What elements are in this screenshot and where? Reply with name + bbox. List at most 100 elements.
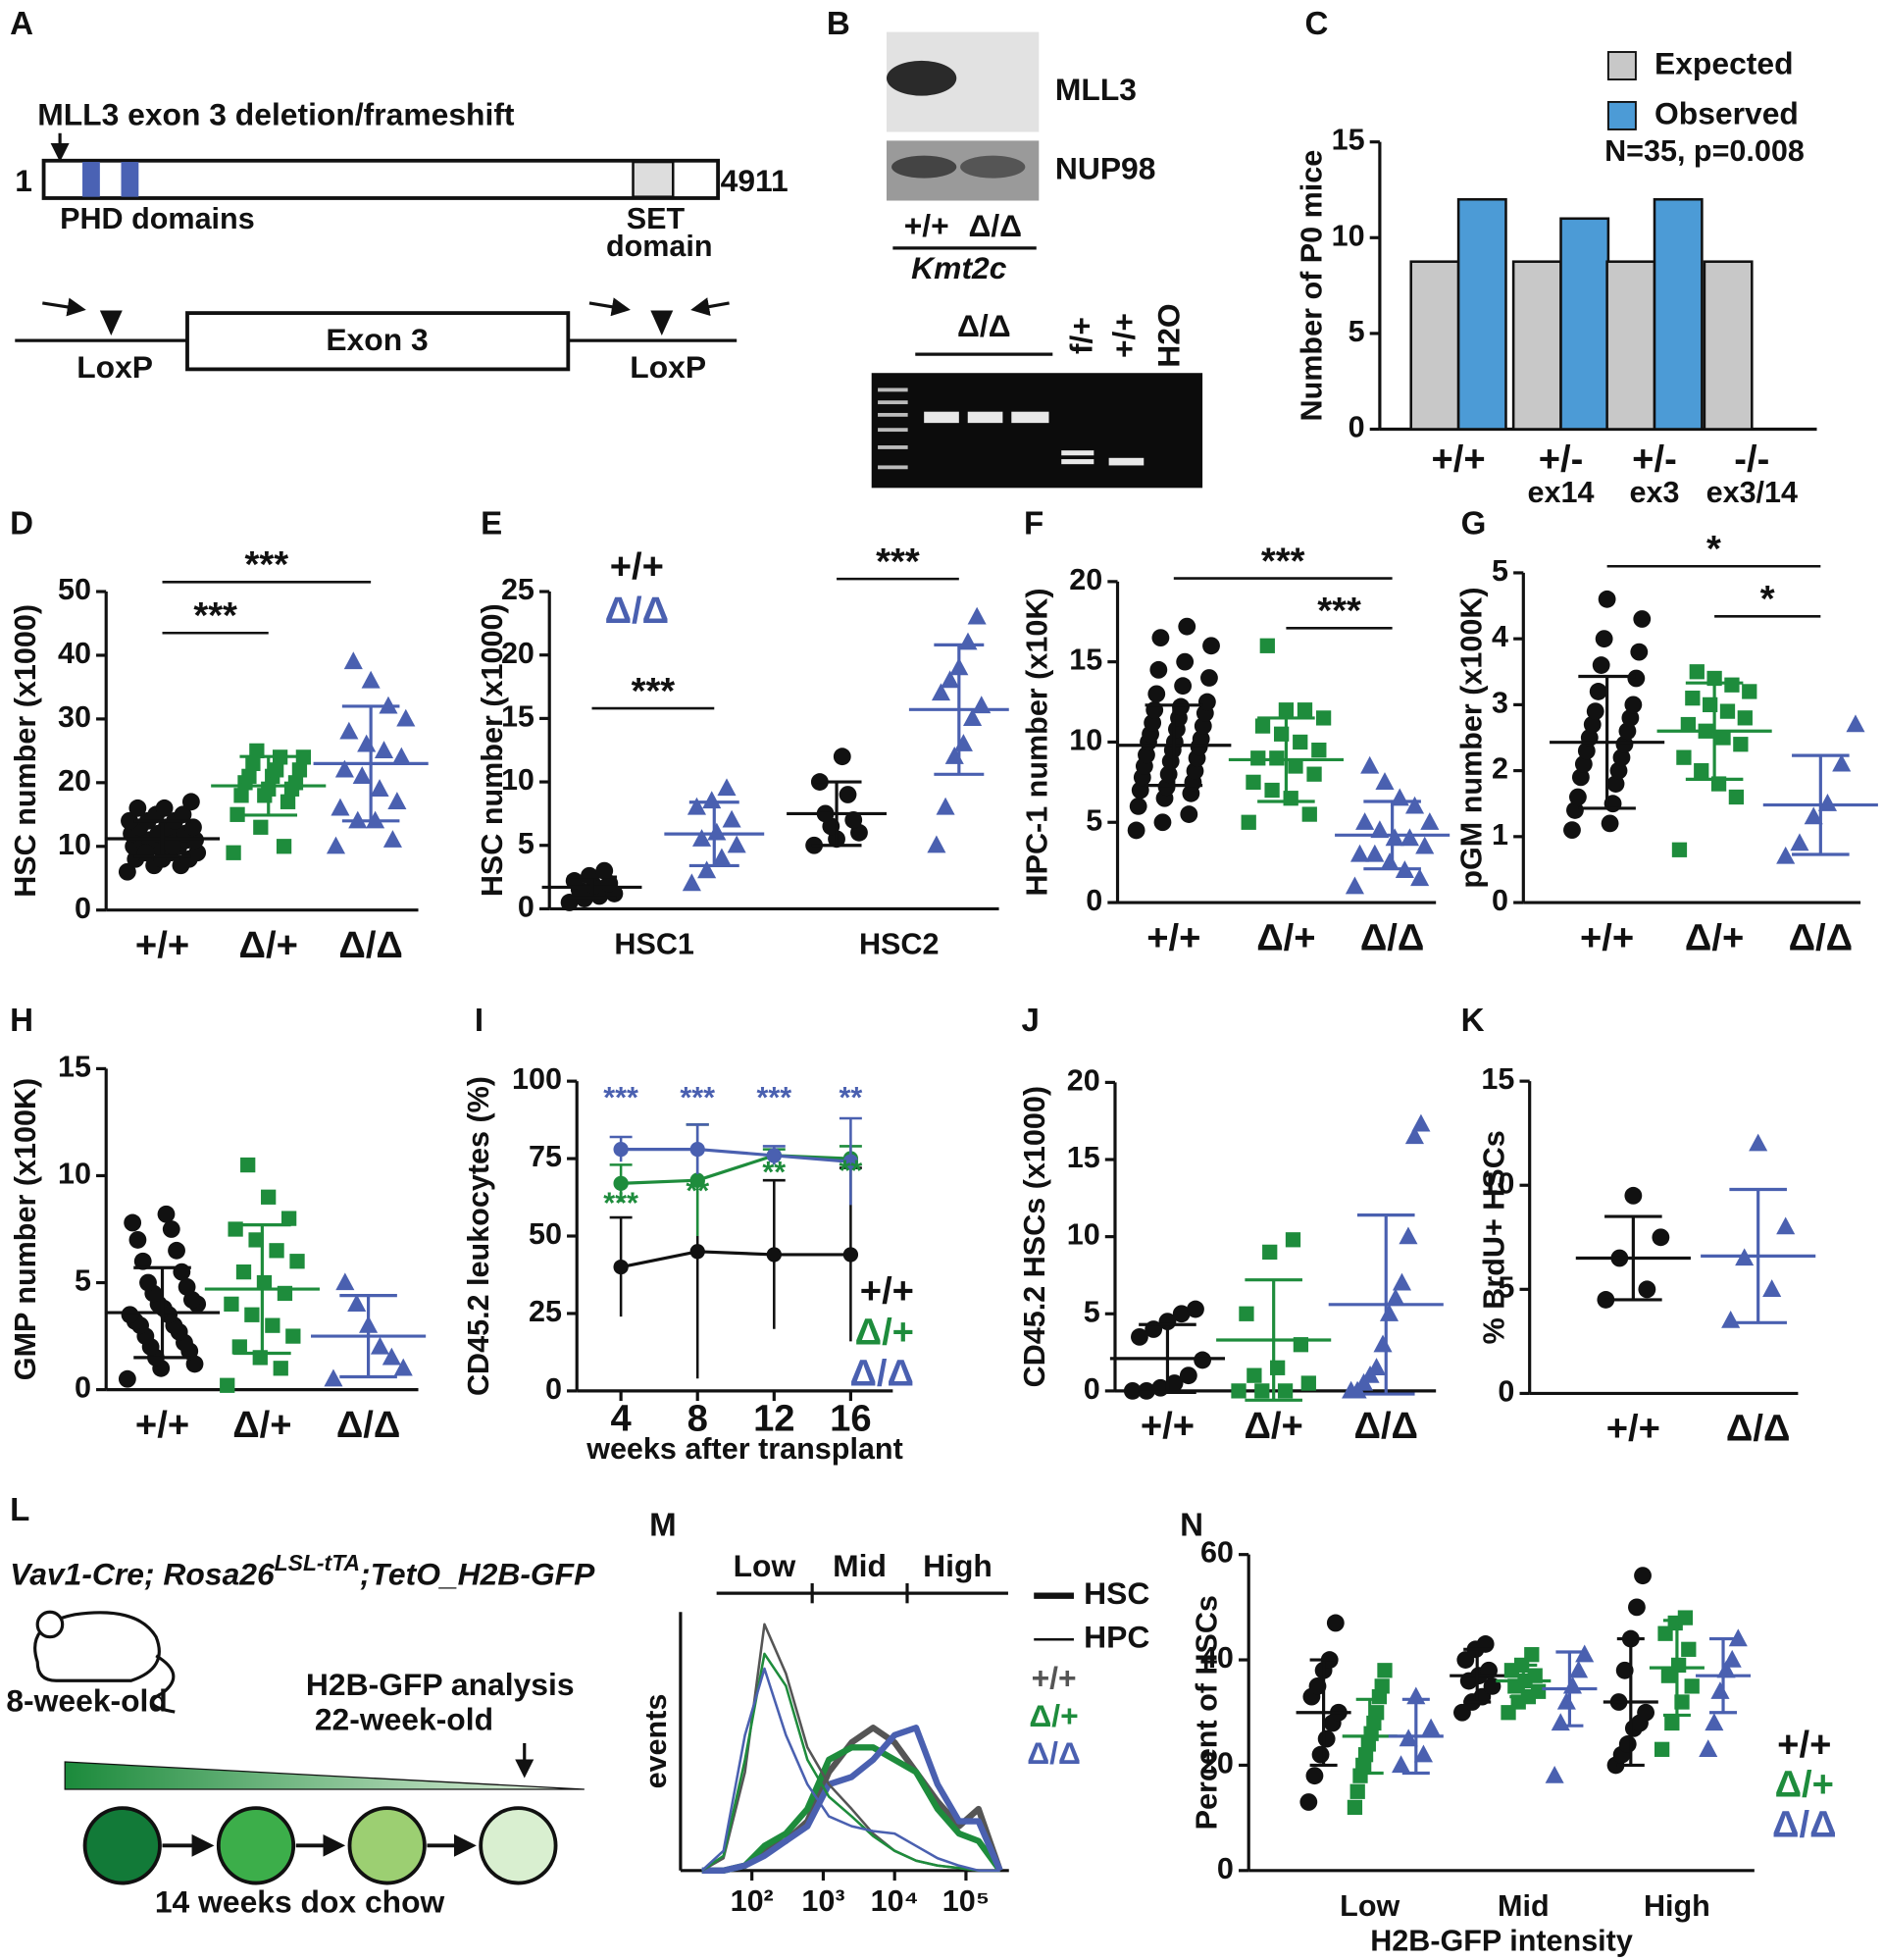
data-point [613, 1141, 629, 1158]
data-point [702, 791, 722, 809]
y-tick-label: 10 [1067, 1218, 1100, 1252]
data-point [1411, 1113, 1431, 1132]
data-point [1306, 766, 1322, 782]
significance-label: ** [762, 1156, 786, 1189]
data-point [121, 811, 138, 830]
data-point [1671, 842, 1688, 857]
data-point [1326, 1614, 1345, 1632]
data-point [139, 1273, 157, 1292]
data-point [1630, 643, 1649, 661]
gate-label: Low [734, 1548, 796, 1583]
y-axis-label: CD45.2 leukocytes (%) [462, 1076, 495, 1396]
data-point [1420, 812, 1440, 830]
data-point [276, 839, 292, 854]
data-point [289, 1254, 305, 1269]
data-point [1624, 1186, 1643, 1205]
data-point [1846, 714, 1865, 733]
y-tick-label: 15 [1069, 644, 1102, 677]
data-point [220, 1377, 235, 1393]
genotype: Vav1-Cre; Rosa26LSL-tTA;TetO_H2B-GFP [10, 1550, 595, 1592]
mouse [33, 1610, 176, 1714]
data-point [1721, 1310, 1741, 1328]
data-point [1374, 1678, 1390, 1694]
x-axis-label: H2B-GFP intensity [1370, 1925, 1633, 1958]
data-point [168, 1241, 185, 1260]
data-point [931, 683, 951, 701]
data-point [842, 1247, 859, 1263]
lane-label: +/+ [904, 208, 949, 243]
y-tick-label: 10 [58, 1158, 91, 1191]
data-point [1637, 1703, 1655, 1722]
data-point [1386, 1288, 1405, 1307]
data-point [1652, 1228, 1670, 1247]
y-axis-label: Number of P0 mice [1295, 150, 1328, 422]
y-tick-label: 5 [1498, 1270, 1514, 1304]
data-point [1749, 1133, 1768, 1152]
data-point [1347, 1799, 1363, 1816]
x-tick-label: Δ/Δ [336, 1404, 401, 1446]
data-point [689, 1244, 705, 1260]
data-point [1589, 683, 1607, 700]
data-point [1194, 717, 1212, 736]
data-point [1285, 1232, 1301, 1248]
data-point [1571, 768, 1590, 787]
data-point [1722, 1649, 1742, 1668]
data-point [1254, 718, 1271, 734]
x-tick-label: +/- [1632, 438, 1677, 481]
lane-label: +/+ [1106, 313, 1142, 358]
data-point [334, 759, 354, 778]
y-axis-label: pGM number (x100K) [1454, 587, 1488, 888]
x-tick-label: Low [1340, 1889, 1400, 1923]
data-point [1176, 652, 1195, 671]
data-point [1685, 691, 1701, 706]
y-tick-label: 50 [529, 1217, 562, 1251]
y-tick-label: 20 [1069, 563, 1102, 596]
data-point [1202, 637, 1220, 655]
panel-l: L Vav1-Cre; Rosa26LSL-tTA;TetO_H2B-GFP 8… [6, 1492, 595, 1919]
data-point [1246, 774, 1261, 790]
y-axis-label: events [639, 1694, 673, 1789]
data-point [1694, 762, 1709, 779]
y-tick-label: 75 [529, 1140, 562, 1173]
data-point [689, 1141, 705, 1158]
data-point [1595, 630, 1613, 648]
start-label: 1 [15, 163, 32, 198]
data-point [1404, 796, 1425, 814]
data-point [1250, 750, 1266, 766]
data-point [697, 860, 717, 879]
data-point [833, 748, 851, 766]
y-axis-label: % BrdU+ HSCs [1477, 1130, 1510, 1344]
x-tick-label: 8 [687, 1398, 708, 1440]
data-point [1592, 656, 1610, 674]
data-point [128, 799, 147, 817]
x-tick-label: Δ/Δ [338, 924, 403, 966]
significance-label: *** [632, 670, 676, 712]
data-point [1618, 722, 1637, 741]
bar [1511, 260, 1562, 431]
y-tick-label: 60 [1200, 1536, 1234, 1570]
y-tick-label: 0 [545, 1372, 562, 1406]
data-point [1654, 1741, 1670, 1757]
panel-letter: M [649, 1507, 677, 1543]
bar [1653, 197, 1704, 431]
x-tick-label: +/+ [1431, 438, 1485, 481]
legend-label: Δ/+ [1029, 1698, 1078, 1733]
x-tick-label: 10³ [801, 1884, 844, 1918]
data-point [1129, 797, 1147, 815]
histogram-curve [701, 1652, 1000, 1873]
data-point [707, 822, 727, 841]
significance-label: ** [840, 1154, 863, 1187]
data-point [1415, 836, 1435, 854]
data-point [936, 797, 955, 815]
y-tick-label: 0 [1217, 1852, 1234, 1885]
data-point [136, 844, 155, 862]
panel-letter: I [475, 1003, 483, 1039]
legend-label: Δ/Δ [1027, 1735, 1081, 1771]
data-point [269, 1243, 284, 1259]
data-point [1689, 664, 1705, 680]
x-tick-label: Δ/+ [232, 1404, 291, 1446]
analysis-label: H2B-GFP analysis [306, 1667, 575, 1702]
exon-label: Exon 3 [326, 322, 428, 357]
panel-letter: E [481, 505, 502, 542]
data-point [1618, 1735, 1637, 1753]
